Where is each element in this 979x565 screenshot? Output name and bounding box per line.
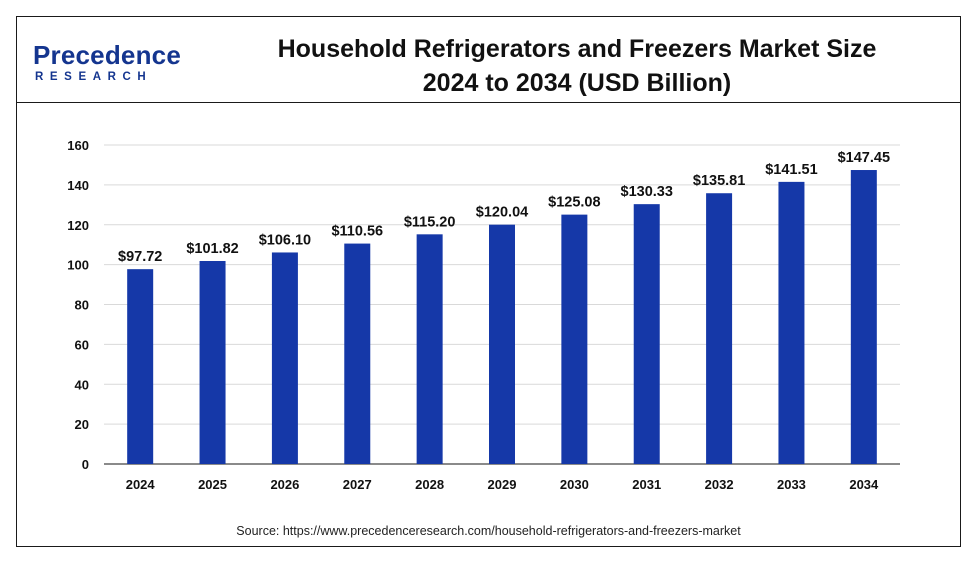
bar (633, 204, 660, 465)
y-tick-label: 40 (75, 377, 89, 392)
data-label: $110.56 (331, 224, 383, 240)
chart-title: Household Refrigerators and Freezers Mar… (227, 32, 927, 100)
logo-wordmark: Precedence (33, 40, 181, 70)
data-label: $125.08 (548, 195, 600, 211)
y-tick-label: 160 (67, 138, 89, 153)
data-label: $120.04 (476, 205, 528, 221)
x-tick-label: 2031 (632, 477, 661, 492)
data-label: $97.72 (118, 249, 162, 265)
x-tick-label: 2034 (849, 477, 879, 492)
x-tick-label: 2024 (126, 477, 156, 492)
bar (778, 181, 805, 464)
source-note: Source: https://www.precedenceresearch.c… (236, 524, 741, 538)
y-tick-label: 0 (82, 457, 89, 472)
y-tick-label: 80 (75, 298, 89, 313)
y-tick-label: 120 (67, 218, 89, 233)
logo-subtitle: RESEARCH (35, 71, 153, 83)
y-tick-label: 100 (67, 258, 89, 273)
data-label: $130.33 (621, 184, 673, 200)
x-tick-label: 2025 (198, 477, 227, 492)
x-tick-label: 2027 (343, 477, 372, 492)
bar (706, 193, 733, 464)
precedence-research-logo: Precedence RESEARCH (33, 41, 183, 87)
data-label: $135.81 (693, 173, 745, 189)
bar (489, 224, 515, 464)
bar (199, 260, 226, 464)
x-tick-label: 2026 (270, 477, 299, 492)
x-tick-label: 2028 (415, 477, 444, 492)
x-tick-label: 2029 (488, 477, 517, 492)
y-tick-label: 20 (75, 417, 89, 432)
y-tick-label: 60 (75, 337, 89, 352)
bar (561, 214, 588, 464)
data-label: $147.45 (838, 150, 890, 166)
chart-title-line1: Household Refrigerators and Freezers Mar… (277, 35, 877, 63)
bar (850, 170, 877, 465)
y-tick-label: 140 (67, 178, 89, 193)
x-tick-label: 2032 (705, 477, 734, 492)
bar (271, 252, 298, 464)
bar (416, 234, 443, 464)
data-label: $106.10 (259, 232, 311, 248)
chart-header: Precedence RESEARCH Household Refrigerat… (17, 17, 960, 103)
x-tick-label: 2030 (560, 477, 589, 492)
data-label: $101.82 (186, 241, 238, 257)
bar (127, 269, 154, 464)
data-label: $141.51 (765, 162, 817, 178)
data-label: $115.20 (404, 214, 456, 230)
bar (344, 243, 371, 464)
x-tick-label: 2033 (777, 477, 806, 492)
chart-frame: Precedence RESEARCH Household Refrigerat… (16, 16, 961, 547)
chart-title-line2: 2024 to 2034 (USD Billion) (422, 69, 732, 97)
